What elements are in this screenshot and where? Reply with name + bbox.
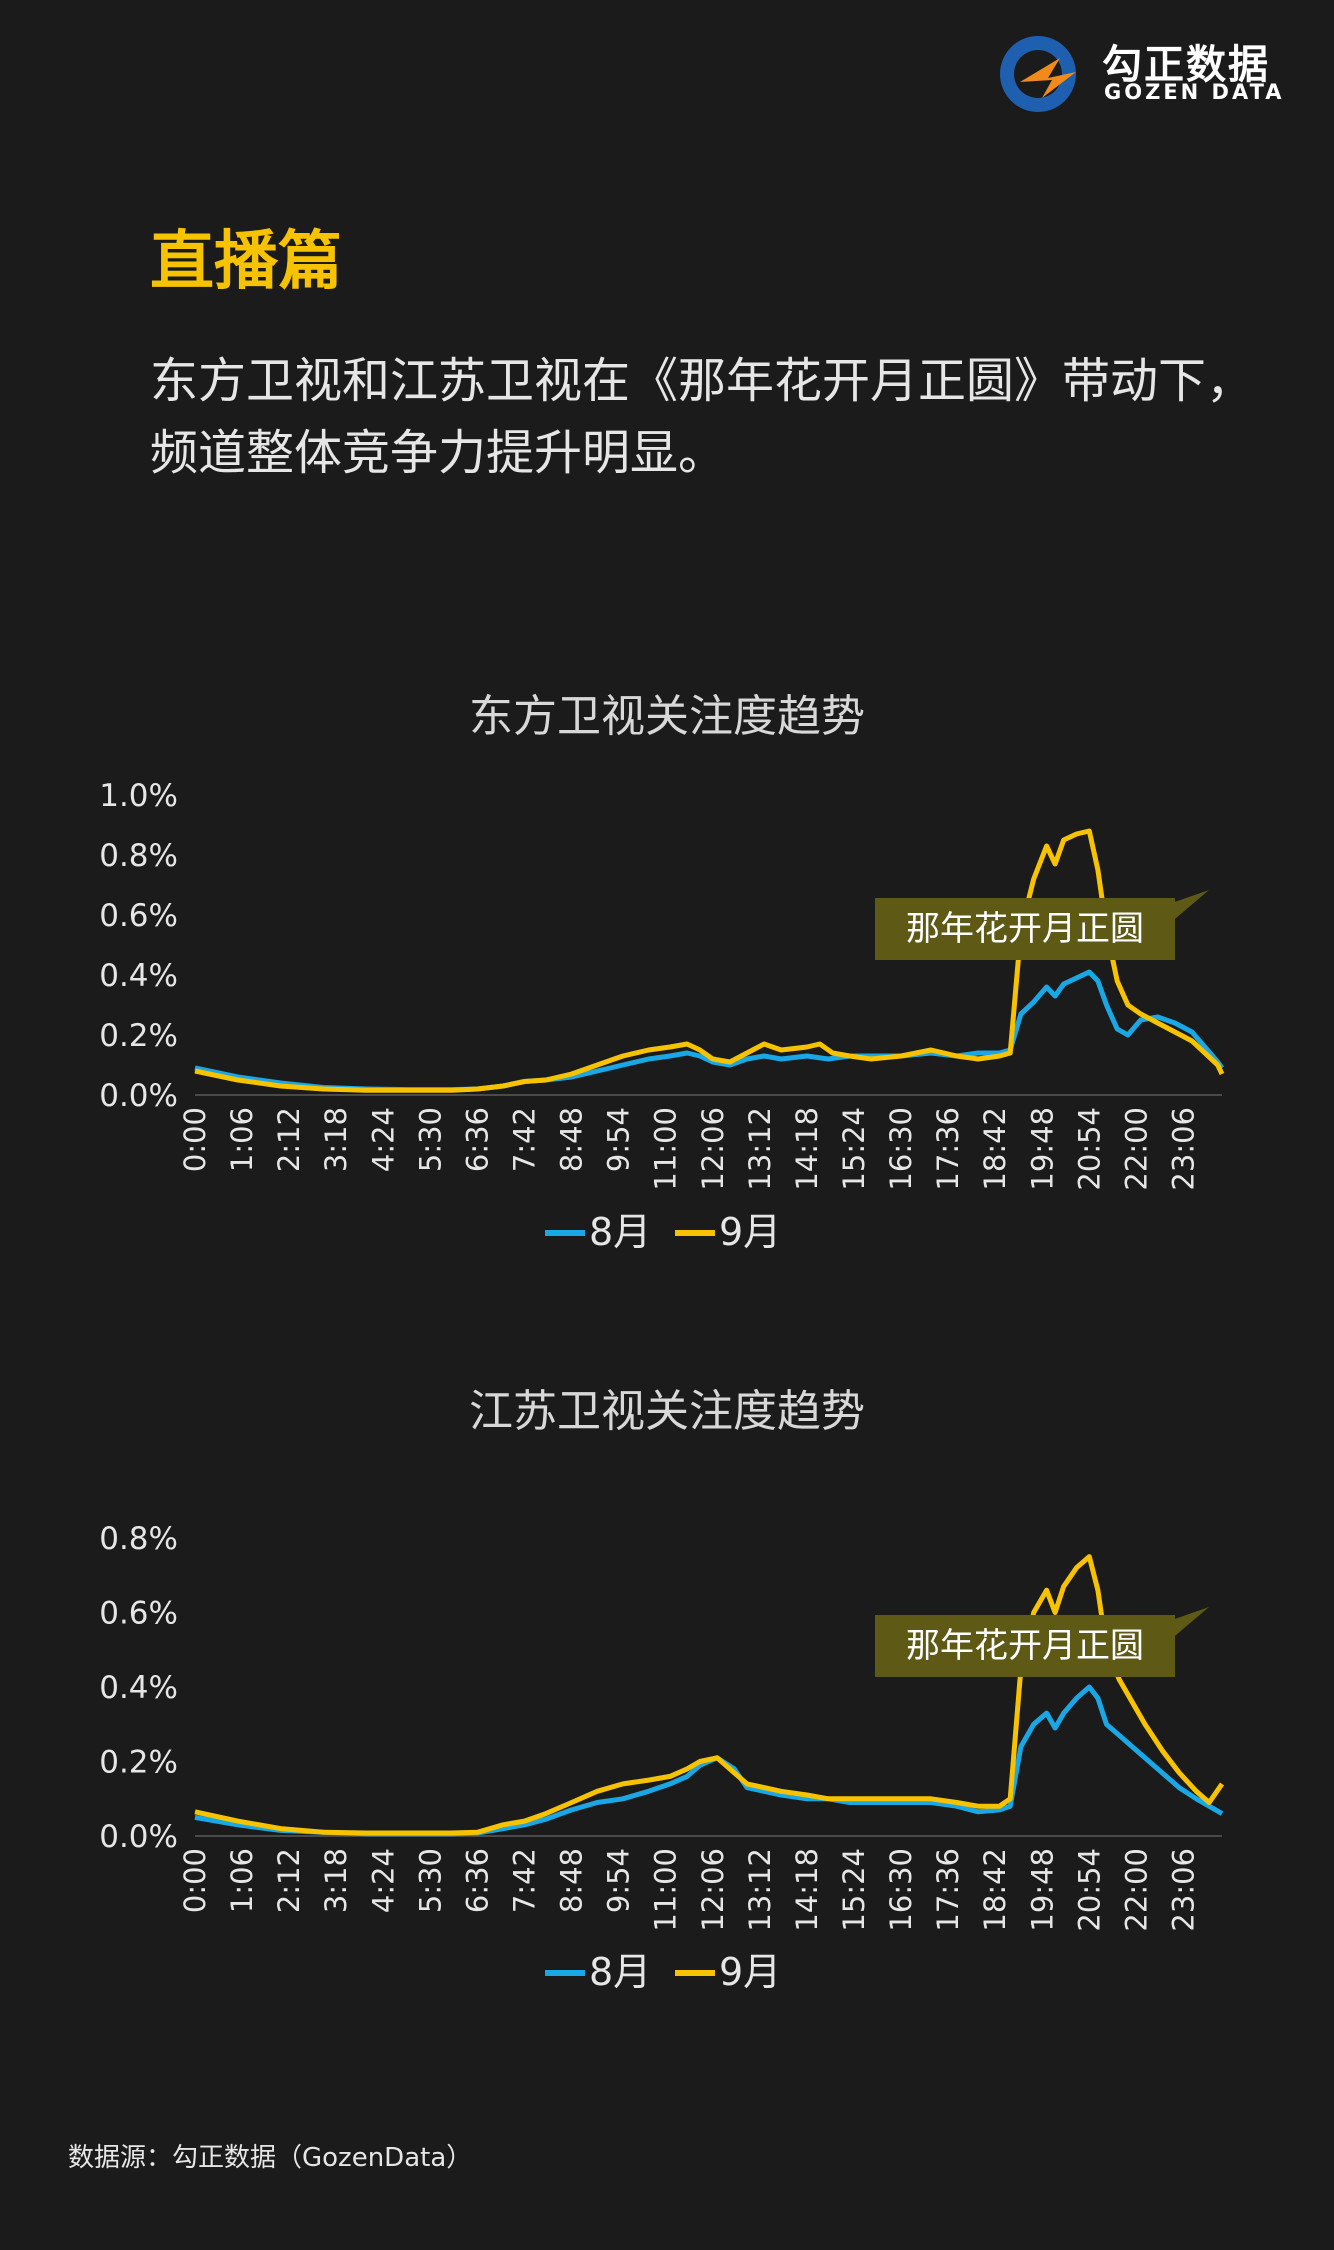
chart-dongfang: 0.0% 0.2% 0.4% 0.6% 0.8% 1.0% 0:00 1:06 2:12 3:18… (0, 760, 1334, 1280)
y-tick-label: 0.0% (99, 1078, 178, 1114)
x-tick-label: 20:54 (1072, 1107, 1106, 1191)
x-tick-label: 1:06 (225, 1848, 259, 1913)
x-tick-label: 12:06 (696, 1107, 730, 1191)
series-line-aug (194, 969, 1225, 1093)
x-tick-label: 12:06 (696, 1848, 730, 1932)
y-tick-label: 0.2% (99, 1018, 178, 1054)
annotation-bubble (875, 1607, 1209, 1677)
chart-jiangsu: 0.0% 0.2% 0.4% 0.6% 0.8% 0:00 1:06 2:12 3:18 4:24… (0, 1500, 1334, 2020)
x-tick-label: 17:36 (931, 1848, 965, 1932)
legend-label: 8月 (589, 1210, 651, 1254)
x-tick-label: 15:24 (837, 1107, 871, 1191)
x-tick-label: 1:06 (225, 1107, 259, 1172)
x-tick-label: 11:00 (649, 1107, 683, 1191)
x-tick-label: 8:48 (555, 1107, 589, 1172)
chart-title-jiangsu: 江苏卫视关注度趋势 (469, 1386, 865, 1437)
y-tick-label: 0.8% (99, 838, 178, 874)
x-tick-label: 5:30 (413, 1848, 447, 1913)
y-tick-label: 0.4% (99, 958, 178, 994)
x-tick-label: 20:54 (1072, 1848, 1106, 1932)
x-tick-label: 0:00 (178, 1848, 212, 1913)
y-tick-label: 1.0% (99, 778, 178, 814)
x-tick-label: 5:30 (413, 1107, 447, 1172)
data-source: 数据源：勾正数据（GozenData） (68, 2143, 473, 2173)
x-tick-label: 16:30 (884, 1107, 918, 1191)
x-tick-label: 7:42 (507, 1107, 541, 1172)
x-tick-label: 13:12 (743, 1107, 777, 1191)
legend: 8月 9月 (545, 1950, 781, 1994)
chart-title-dongfang: 东方卫视关注度趋势 (469, 691, 865, 742)
legend-label: 8月 (589, 1950, 651, 1994)
x-tick-label: 22:00 (1119, 1848, 1153, 1932)
legend: 8月 9月 (545, 1210, 781, 1254)
logo-text-cn: 勾正数据 (1102, 42, 1270, 88)
x-tick-label: 3:18 (319, 1848, 353, 1913)
x-tick-label: 15:24 (837, 1848, 871, 1932)
chart-jiangsu-svg: 0.0% 0.2% 0.4% 0.6% 0.8% 0:00 1:06 2:12 3:18 4:24… (99, 1521, 1225, 1994)
x-tick-label: 6:36 (460, 1107, 494, 1172)
annotation-label: 那年花开月正圆 (906, 1626, 1144, 1666)
x-tick-label: 23:06 (1166, 1107, 1200, 1191)
intro-text: 东方卫视和江苏卫视在《那年花开月正圆》带动下，频道整体竞争力提升明显。 (150, 353, 1255, 481)
x-tick-label: 2:12 (272, 1107, 306, 1172)
x-tick-label: 0:00 (178, 1107, 212, 1172)
series-line-sep (194, 828, 1225, 1093)
x-tick-label: 7:42 (507, 1848, 541, 1913)
x-tick-label: 11:00 (649, 1848, 683, 1932)
x-tick-label: 4:24 (366, 1107, 400, 1172)
annotation-callout: 那年花开月正圆 (875, 890, 1209, 960)
chart-dongfang-svg: 0.0% 0.2% 0.4% 0.6% 0.8% 1.0% 0:00 1:06 2:12 3:18… (99, 778, 1225, 1254)
y-tick-label: 0.6% (99, 1596, 178, 1632)
legend-label: 9月 (719, 1210, 781, 1254)
annotation-label: 那年花开月正圆 (906, 909, 1144, 949)
x-tick-label: 2:12 (272, 1848, 306, 1913)
x-tick-label: 14:18 (790, 1107, 824, 1191)
x-tick-label: 9:54 (602, 1107, 636, 1172)
x-tick-label: 16:30 (884, 1848, 918, 1932)
legend-label: 9月 (719, 1950, 781, 1994)
gozen-logo: 勾正数据 GOZEN DATA (990, 28, 1310, 118)
x-tick-label: 3:18 (319, 1107, 353, 1172)
x-tick-label: 18:42 (978, 1107, 1012, 1191)
x-tick-label: 23:06 (1166, 1848, 1200, 1932)
y-tick-label: 0.4% (99, 1670, 178, 1706)
x-tick-label: 14:18 (790, 1848, 824, 1932)
x-tick-label: 9:54 (602, 1848, 636, 1913)
logo-text-en: GOZEN DATA (1104, 80, 1285, 104)
x-tick-label: 4:24 (366, 1848, 400, 1913)
y-tick-label: 0.2% (99, 1745, 178, 1781)
x-tick-label: 22:00 (1119, 1107, 1153, 1191)
y-tick-label: 0.0% (99, 1819, 178, 1855)
gozen-logo-icon (1000, 36, 1076, 112)
x-tick-label: 8:48 (555, 1848, 589, 1913)
annotation-callout: 那年花开月正圆 (875, 1607, 1209, 1677)
annotation-bubble (875, 890, 1209, 960)
x-tick-label: 18:42 (978, 1848, 1012, 1932)
x-tick-label: 17:36 (931, 1107, 965, 1191)
x-tick-label: 19:48 (1025, 1107, 1059, 1191)
series-line-sep (194, 1554, 1225, 1836)
x-tick-label: 19:48 (1025, 1848, 1059, 1932)
y-tick-label: 0.6% (99, 898, 178, 934)
section-title: 直播篇 (150, 225, 342, 299)
x-tick-label: 6:36 (460, 1848, 494, 1913)
y-tick-label: 0.8% (99, 1521, 178, 1557)
x-tick-label: 13:12 (743, 1848, 777, 1932)
